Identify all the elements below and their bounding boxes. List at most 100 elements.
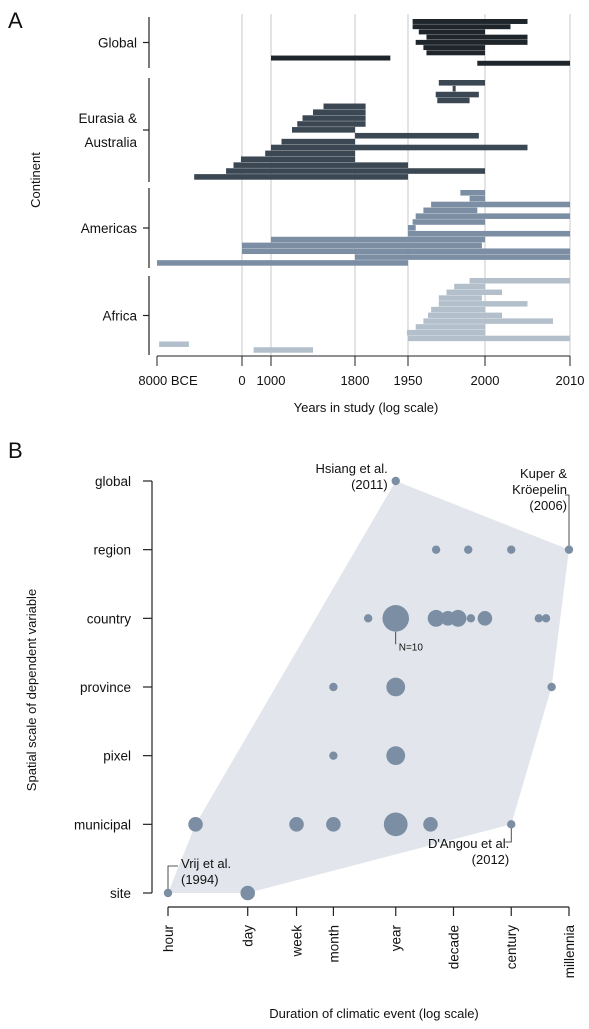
annotation-vrij-0: Vrij et al. (181, 856, 231, 871)
bar-1-5 (313, 109, 366, 115)
point-17 (449, 609, 467, 627)
bar-2-5 (412, 219, 485, 225)
bar-2-9 (242, 242, 482, 249)
panel-b-y-label: Spatial scale of dependent variable (24, 589, 39, 791)
y-tick-label-site: site (110, 886, 131, 901)
annotation-leader-dangou (505, 824, 512, 843)
panel-b: B site municipal pixel province country regio… (8, 438, 577, 1021)
x-tick-label-2: 1000 (257, 373, 286, 388)
bar-2-10 (242, 248, 570, 255)
annotation-kuper-1: Kröepelin (512, 482, 567, 497)
bar-1-9 (355, 132, 479, 139)
bar-3-10 (408, 335, 570, 342)
x-tick-label-3: 1800 (341, 373, 370, 388)
x-tick-label-6: 2010 (556, 373, 585, 388)
x-tick-label-millennia: millennia (562, 925, 577, 979)
bar-0-8 (477, 60, 570, 66)
point-2 (188, 817, 203, 832)
bar-3-9 (406, 329, 485, 336)
panel-a-y-label: Continent (28, 152, 43, 208)
bar-2-1 (469, 195, 485, 202)
panel-b-axis: site municipal pixel province country region g… (74, 474, 577, 978)
y-tick-label-province: province (80, 680, 131, 695)
annotation-kuper-2: (2006) (529, 498, 567, 513)
x-tick-label-year: year (389, 924, 404, 951)
bar-1-1 (452, 85, 456, 92)
bar-1-11 (271, 144, 528, 151)
x-tick-label-week: week (290, 925, 305, 958)
y-tick-label-country: country (87, 611, 132, 626)
point-25 (564, 545, 574, 554)
n10-label: N=10 (399, 642, 424, 653)
point-13 (363, 614, 373, 623)
point-7 (507, 820, 516, 829)
bar-3-2 (446, 289, 502, 296)
point-0 (163, 888, 173, 898)
panel-a-x-label: Years in study (log scale) (294, 400, 439, 415)
bar-1-12 (265, 150, 355, 157)
x-tick-label-month: month (326, 925, 341, 963)
panel-a-gridlines (241, 14, 571, 356)
panel-b-points (163, 476, 574, 901)
bar-0-3 (426, 34, 528, 40)
panel-b-letter: B (8, 438, 23, 463)
point-18 (466, 614, 476, 623)
bar-0-6 (426, 50, 485, 56)
bar-2-12 (157, 260, 408, 266)
group-label-0-0: Global (98, 36, 137, 51)
panel-a: A 8000 BCE 0 1000 1800 1950 2000 2010 Global Eur… (8, 8, 584, 415)
point-3 (289, 817, 304, 832)
bar-3-1 (454, 283, 485, 290)
bar-1-8 (292, 127, 355, 133)
bar-3-4 (438, 301, 528, 307)
y-tick-label-municipal: municipal (74, 817, 131, 832)
bar-1-7 (297, 121, 366, 127)
bar-3-8 (415, 324, 485, 330)
bar-1-16 (194, 174, 408, 180)
bar-2-2 (431, 201, 570, 208)
bar-1-13 (240, 156, 355, 163)
bar-3-11 (159, 341, 189, 347)
annotation-leader-vrij (167, 865, 178, 893)
x-tick-label-century: century (504, 925, 519, 970)
panel-a-bars (157, 19, 570, 353)
point-1 (240, 885, 255, 901)
point-22 (431, 545, 441, 554)
bar-0-5 (423, 45, 485, 51)
bar-0-0 (412, 19, 528, 24)
y-tick-label-region: region (93, 543, 131, 558)
panel-b-x-label: Duration of climatic event (log scale) (269, 1006, 479, 1021)
point-21 (541, 614, 551, 623)
bar-1-0 (438, 80, 485, 86)
bar-2-0 (460, 190, 485, 196)
bar-1-2 (435, 91, 479, 98)
annotation-dangou-0: D'Angou et al. (428, 836, 509, 851)
panel-a-axis: 8000 BCE 0 1000 1800 1950 2000 2010 Global Euras… (78, 17, 584, 388)
group-label-1-1: Australia (84, 135, 137, 150)
x-tick-label-day: day (241, 925, 256, 947)
x-tick-label-5: 2000 (471, 373, 500, 388)
bar-2-7 (408, 230, 570, 237)
annotation-hsiang-1: (2011) (351, 477, 388, 492)
point-12 (547, 682, 556, 692)
bar-0-1 (412, 24, 511, 30)
point-4 (326, 817, 341, 832)
bar-1-14 (233, 162, 408, 168)
bar-3-5 (431, 306, 485, 313)
point-10 (329, 682, 338, 692)
point-24 (507, 545, 516, 554)
group-label-2-0: Americas (81, 221, 138, 236)
bar-2-3 (423, 207, 478, 214)
bar-2-4 (415, 213, 570, 219)
convex-hull (168, 481, 569, 893)
point-6 (423, 817, 438, 832)
y-tick-label-global: global (95, 474, 131, 489)
bar-1-15 (226, 168, 485, 174)
group-label-1-0: Eurasia & (78, 111, 137, 126)
y-tick-label-pixel: pixel (103, 749, 131, 764)
bar-0-7 (271, 55, 391, 61)
bar-1-10 (281, 138, 355, 145)
x-tick-label-0: 8000 BCE (138, 373, 198, 388)
